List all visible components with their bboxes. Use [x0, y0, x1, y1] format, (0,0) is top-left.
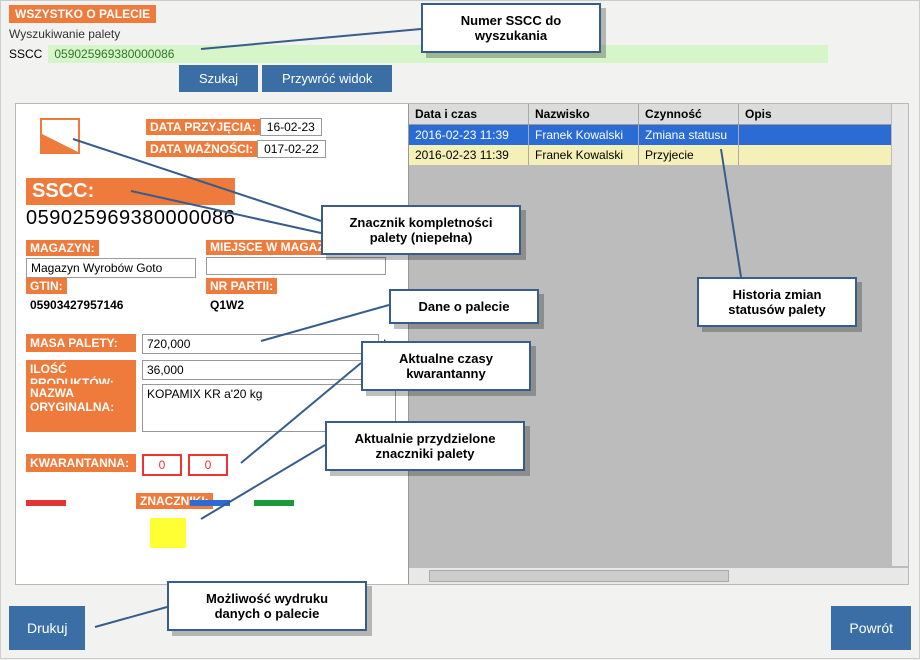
mass-row: MASA PALETY: 720,000 kg — [26, 334, 396, 354]
cell-name: Franek Kowalski — [529, 145, 639, 165]
date-received-label: DATA PRZYJĘCIA: — [146, 119, 260, 135]
cell-desc — [739, 145, 908, 165]
warehouse-label: MAGAZYN: — [26, 240, 99, 256]
marker-square-yellow — [150, 518, 186, 548]
print-button[interactable]: Drukuj — [9, 606, 85, 650]
col-datetime[interactable]: Data i czas — [409, 104, 529, 124]
gtin-value: 05903427957146 — [26, 296, 196, 314]
date-expiry-row: DATA WAŻNOŚCI:017-02-22 — [146, 140, 326, 158]
marker-bar-red — [26, 500, 66, 506]
callout-quarantine: Aktualne czasy kwarantanny — [361, 341, 531, 391]
pallet-completeness-icon — [40, 118, 80, 154]
date-expiry-label: DATA WAŻNOŚCI: — [146, 141, 257, 157]
date-expiry-value: 017-02-22 — [257, 140, 326, 158]
date-received-row: DATA PRZYJĘCIA:16-02-23 — [146, 118, 322, 136]
place-value — [206, 257, 386, 275]
callout-completeness: Znacznik kompletności palety (niepełna) — [321, 205, 521, 255]
cell-datetime: 2016-02-23 11:39 — [409, 145, 529, 165]
page-title: WSZYSTKO O PALECIE — [9, 5, 156, 23]
gtin-label: GTIN: — [26, 278, 67, 294]
pallet-details-pane: DATA PRZYJĘCIA:16-02-23 DATA WAŻNOŚCI:01… — [16, 104, 408, 584]
callout-sscc-search: Numer SSCC do wyszukania — [421, 3, 601, 53]
date-received-value: 16-02-23 — [260, 118, 322, 136]
scrollbar-vertical[interactable] — [891, 104, 908, 566]
callout-markers: Aktualnie przydzielone znaczniki palety — [325, 421, 525, 471]
cell-action: Zmiana statusu — [639, 125, 739, 145]
cell-name: Franek Kowalski — [529, 125, 639, 145]
back-button[interactable]: Powrót — [831, 606, 911, 650]
col-action[interactable]: Czynność — [639, 104, 739, 124]
marker-bars — [26, 500, 294, 506]
callout-pallet-data: Dane o palecie — [389, 289, 539, 324]
reset-view-button[interactable]: Przywróć widok — [262, 65, 392, 92]
gtin-cell: GTIN: 05903427957146 — [26, 278, 196, 314]
sscc-block: SSCC: 059025969380000086 — [26, 178, 235, 230]
cell-datetime: 2016-02-23 11:39 — [409, 125, 529, 145]
quarantine-v2: 0 — [188, 454, 228, 476]
sscc-big-label: SSCC: — [26, 178, 235, 205]
qty-value: 36,000 — [142, 360, 396, 380]
scrollbar-thumb[interactable] — [429, 570, 729, 582]
warehouse-cell: MAGAZYN: Magazyn Wyrobów Goto — [26, 240, 196, 278]
batch-value: Q1W2 — [206, 296, 386, 314]
scrollbar-horizontal[interactable] — [409, 567, 908, 584]
quarantine-v1: 0 — [142, 454, 182, 476]
warehouse-value: Magazyn Wyrobów Goto — [26, 258, 196, 278]
sscc-big-value: 059025969380000086 — [26, 207, 235, 230]
cell-desc — [739, 125, 908, 145]
batch-cell: NR PARTII: Q1W2 — [206, 278, 386, 314]
marker-bar-blue — [190, 500, 230, 506]
history-header: Data i czas Nazwisko Czynność Opis — [409, 104, 908, 125]
sscc-prefix: SSCC — [9, 47, 42, 61]
mass-value: 720,000 — [142, 334, 379, 354]
marker-bar-green — [254, 500, 294, 506]
col-name[interactable]: Nazwisko — [529, 104, 639, 124]
search-button[interactable]: Szukaj — [179, 65, 258, 92]
history-row[interactable]: 2016-02-23 11:39 Franek Kowalski Zmiana … — [409, 125, 908, 145]
batch-label: NR PARTII: — [206, 278, 277, 294]
marker-yellow — [150, 518, 186, 548]
history-row[interactable]: 2016-02-23 11:39 Franek Kowalski Przyjec… — [409, 145, 908, 165]
name-label: NAZWA ORYGINALNA: — [26, 384, 136, 432]
quarantine-label: KWARANTANNA: — [26, 454, 136, 472]
cell-action: Przyjecie — [639, 145, 739, 165]
col-desc[interactable]: Opis — [739, 104, 908, 124]
callout-print: Możliwość wydruku danych o palecie — [167, 581, 367, 631]
callout-history: Historia zmian statusów palety — [697, 277, 857, 327]
mass-label: MASA PALETY: — [26, 334, 136, 352]
